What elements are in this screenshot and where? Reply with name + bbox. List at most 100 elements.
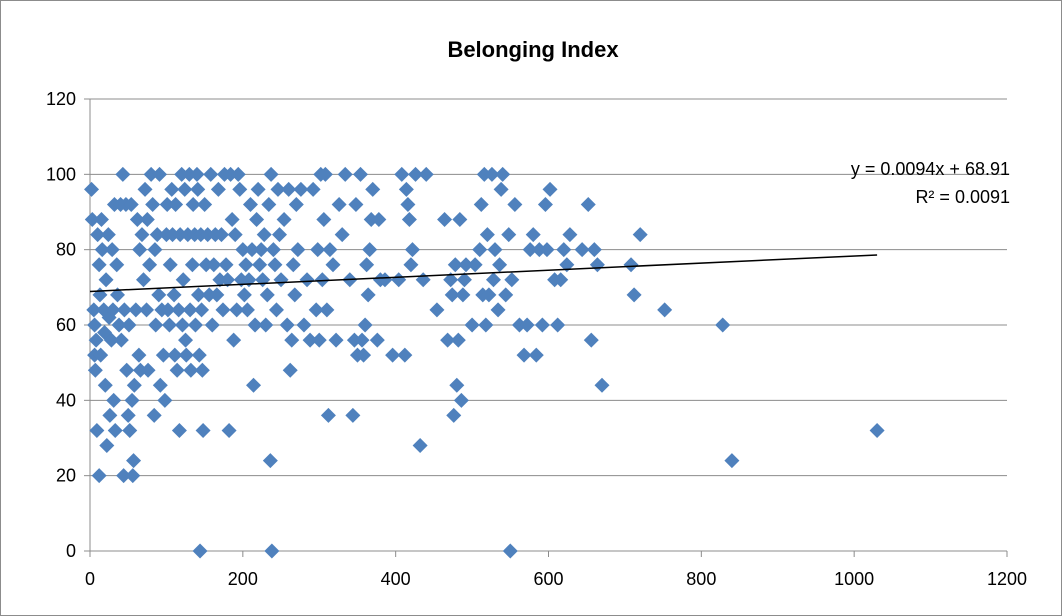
data-point — [235, 242, 251, 258]
data-point — [403, 257, 419, 273]
data-point — [124, 392, 140, 408]
data-point — [412, 438, 428, 454]
data-point — [99, 438, 115, 454]
data-points — [84, 166, 885, 559]
data-point — [84, 181, 100, 197]
data-point — [408, 166, 424, 182]
data-point — [194, 362, 210, 378]
data-point — [391, 272, 407, 288]
data-point — [314, 272, 330, 288]
data-point — [126, 377, 142, 393]
data-point — [331, 196, 347, 212]
data-point — [221, 422, 237, 438]
data-point — [115, 166, 131, 182]
data-point — [626, 287, 642, 303]
data-point — [190, 181, 206, 197]
data-point — [182, 302, 198, 318]
data-point — [152, 166, 168, 182]
data-point — [404, 242, 420, 258]
data-point — [92, 287, 108, 303]
data-point — [200, 227, 216, 243]
data-point — [94, 242, 110, 258]
y-tick-label: 20 — [56, 466, 76, 486]
data-point — [447, 257, 463, 273]
data-point — [148, 317, 164, 333]
data-point — [282, 362, 298, 378]
data-point — [256, 227, 272, 243]
data-point — [320, 407, 336, 423]
data-point — [160, 302, 176, 318]
data-point — [362, 242, 378, 258]
data-point — [93, 347, 109, 363]
data-point — [174, 166, 190, 182]
data-point — [472, 242, 488, 258]
data-point — [504, 272, 520, 288]
data-point — [116, 468, 132, 484]
data-point — [145, 196, 161, 212]
data-point — [123, 196, 139, 212]
data-point — [308, 302, 324, 318]
data-point — [143, 166, 159, 182]
data-point — [142, 257, 158, 273]
data-point — [230, 166, 246, 182]
data-point — [583, 332, 599, 348]
data-point — [165, 227, 181, 243]
data-point — [87, 362, 103, 378]
data-point — [537, 196, 553, 212]
data-point — [93, 212, 109, 228]
data-point — [120, 407, 136, 423]
data-point — [356, 347, 372, 363]
data-point — [172, 227, 188, 243]
data-point — [319, 302, 335, 318]
data-point — [316, 212, 332, 228]
data-point — [869, 422, 885, 438]
data-point — [244, 242, 260, 258]
data-point — [272, 227, 288, 243]
data-point — [161, 317, 177, 333]
y-tick-label: 60 — [56, 315, 76, 335]
data-point — [194, 302, 210, 318]
x-tick-label: 1000 — [834, 569, 874, 589]
data-point — [258, 317, 274, 333]
data-point — [279, 317, 295, 333]
data-point — [511, 317, 527, 333]
data-point — [232, 181, 248, 197]
data-point — [249, 212, 265, 228]
data-point — [522, 242, 538, 258]
data-point — [98, 272, 114, 288]
data-point — [418, 166, 434, 182]
data-point — [223, 166, 239, 182]
data-point — [485, 272, 501, 288]
data-point — [580, 196, 596, 212]
data-point — [169, 362, 185, 378]
data-point — [322, 242, 338, 258]
data-point — [397, 347, 413, 363]
data-point — [452, 212, 468, 228]
data-point — [105, 302, 121, 318]
x-tick-label: 1200 — [987, 569, 1027, 589]
data-point — [129, 212, 145, 228]
data-point — [586, 242, 602, 258]
data-point — [239, 302, 255, 318]
data-point — [453, 392, 469, 408]
data-point — [305, 181, 321, 197]
trendline — [89, 254, 878, 293]
data-point — [657, 302, 673, 318]
data-point — [137, 181, 153, 197]
data-point — [311, 332, 327, 348]
data-point — [171, 422, 187, 438]
data-point — [229, 302, 245, 318]
data-point — [281, 181, 297, 197]
data-point — [270, 181, 286, 197]
data-point — [443, 272, 459, 288]
data-point — [201, 287, 217, 303]
data-point — [501, 227, 517, 243]
data-point — [253, 242, 269, 258]
data-point — [293, 181, 309, 197]
data-point — [209, 287, 225, 303]
data-point — [516, 347, 532, 363]
data-point — [385, 347, 401, 363]
data-point — [189, 166, 205, 182]
